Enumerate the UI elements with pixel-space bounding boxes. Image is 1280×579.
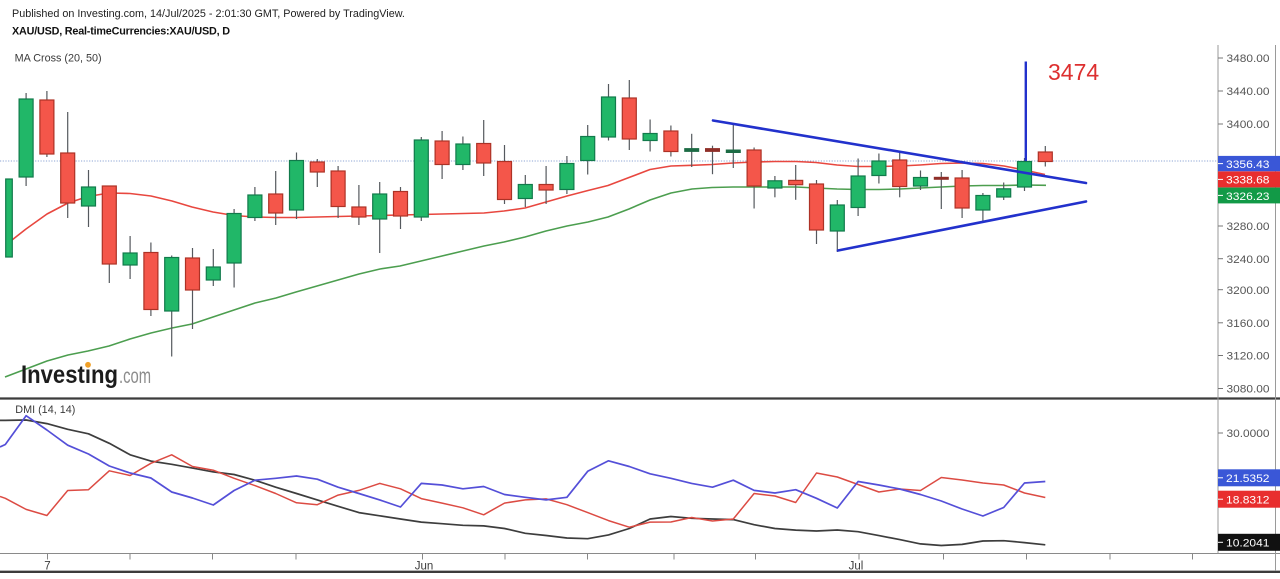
svg-text:DMI (14, 14): DMI (14, 14)	[15, 404, 75, 416]
svg-text:.com: .com	[119, 365, 151, 388]
svg-text:3400.00: 3400.00	[1227, 119, 1270, 131]
svg-text:Jun: Jun	[415, 561, 434, 573]
svg-text:3480.00: 3480.00	[1227, 53, 1270, 65]
svg-text:10.2041: 10.2041	[1226, 538, 1270, 550]
svg-text:3326.23: 3326.23	[1226, 191, 1270, 203]
svg-text:3240.00: 3240.00	[1227, 254, 1270, 266]
svg-text:7: 7	[44, 561, 50, 573]
svg-text:Jul: Jul	[849, 561, 864, 573]
svg-text:Published on Investing.com, 14: Published on Investing.com, 14/Jul/2025 …	[12, 8, 405, 20]
svg-text:3474: 3474	[1048, 59, 1099, 85]
svg-text:3338.68: 3338.68	[1226, 175, 1270, 187]
svg-text:MA Cross (20, 50): MA Cross (20, 50)	[15, 52, 102, 64]
svg-text:18.8312: 18.8312	[1226, 495, 1270, 507]
svg-text:3280.00: 3280.00	[1227, 221, 1270, 233]
svg-text:3440.00: 3440.00	[1227, 86, 1270, 98]
svg-text:3160.00: 3160.00	[1227, 318, 1270, 330]
svg-text:3080.00: 3080.00	[1227, 384, 1270, 396]
svg-text:Investing: Investing	[21, 361, 118, 389]
svg-text:3120.00: 3120.00	[1227, 351, 1270, 363]
svg-text:30.0000: 30.0000	[1227, 428, 1270, 440]
svg-text:3356.43: 3356.43	[1226, 159, 1270, 171]
svg-text:21.5352: 21.5352	[1226, 473, 1270, 485]
svg-text:XAU/USD, Real-timeCurrencies:X: XAU/USD, Real-timeCurrencies:XAU/USD, D	[12, 26, 230, 38]
svg-text:3200.00: 3200.00	[1227, 285, 1270, 297]
